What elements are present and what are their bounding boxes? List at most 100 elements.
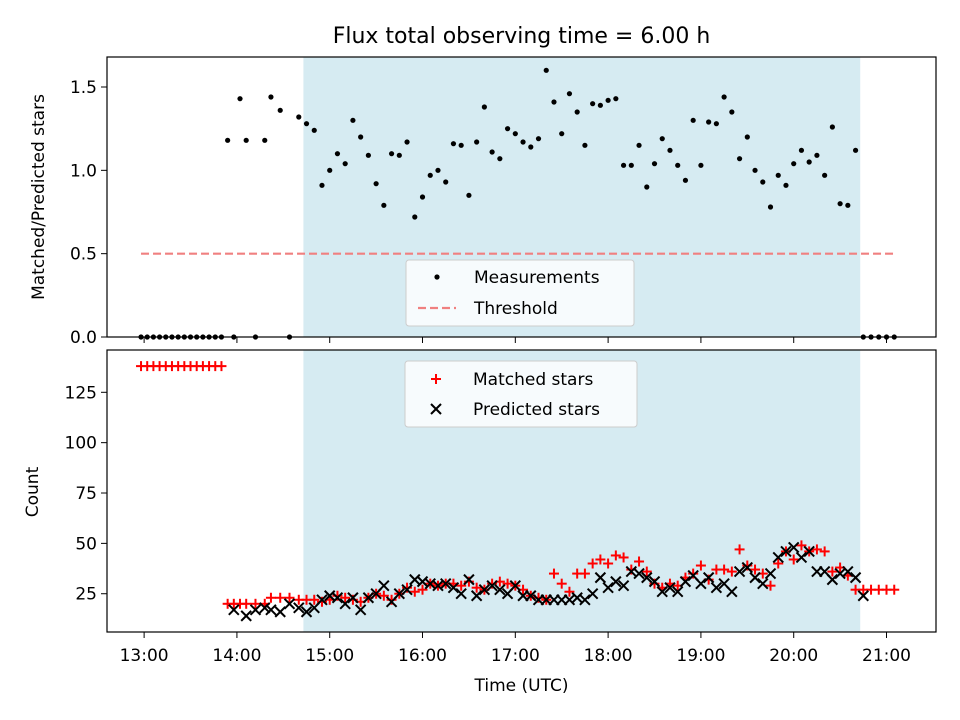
measurement-point [520, 139, 526, 145]
measurement-point [435, 167, 441, 173]
x-stroke-b [795, 551, 808, 564]
predicted-stars-point [757, 577, 769, 590]
measurements-layer [138, 67, 897, 340]
matched-stars-point [275, 592, 286, 603]
x-tick-label: 16:00 [398, 646, 447, 666]
measurement-point [783, 182, 789, 188]
x-stroke-b [579, 594, 591, 606]
x-stroke-b [664, 581, 676, 594]
legend-threshold-label: Threshold [473, 299, 558, 319]
measurement-point [443, 179, 449, 185]
legend-matched-marker [431, 374, 441, 384]
measurement-point [574, 109, 580, 115]
matched-stars-point [556, 578, 567, 589]
matched-stars-point [773, 558, 784, 569]
x-stroke-b [293, 602, 305, 614]
matched-stars-point [564, 586, 575, 597]
matched-stars-point [456, 580, 467, 591]
measurement-point [350, 117, 356, 123]
x-stroke-b [679, 575, 692, 588]
x-stroke-b [710, 581, 723, 594]
measurement-point [381, 202, 387, 208]
x-tick-label: 18:00 [584, 646, 633, 666]
matched-stars-point [610, 550, 621, 561]
matched-stars-point [548, 568, 559, 579]
x-stroke-b [610, 575, 622, 588]
legend-predicted-marker [430, 403, 442, 415]
legend-predicted-label: Predicted stars [473, 400, 600, 420]
predicted-stars-point [764, 567, 777, 580]
predicted-stars-point [378, 579, 390, 592]
matched-stars-point [765, 580, 776, 591]
predicted-stars-point [259, 602, 271, 614]
y-tick-label: 1.5 [70, 78, 97, 98]
x-stroke-b [702, 571, 715, 584]
x-stroke-b [849, 571, 862, 584]
measurement-point [277, 107, 283, 113]
x-stroke-b [788, 541, 800, 554]
measurement-point [243, 137, 249, 143]
matched-stars-point [340, 592, 351, 603]
x-stroke-b [726, 586, 738, 598]
predicted-stars-point [780, 545, 792, 558]
measurement-point [543, 67, 549, 73]
matched-stars-point [695, 560, 706, 571]
measurement-point [736, 156, 743, 162]
matched-stars-point [811, 544, 822, 555]
matched-stars-point [595, 554, 606, 565]
measurement-point [597, 102, 603, 108]
measurement-point [667, 147, 673, 153]
predicted-stars-point [741, 561, 754, 574]
predicted-stars-point [339, 598, 351, 610]
legend-measurements-label: Measurements [474, 268, 600, 288]
measurement-point [512, 131, 518, 137]
predicted-stars-point [240, 610, 252, 622]
matched-stars-point [641, 566, 652, 577]
measurement-point [760, 179, 766, 185]
predicted-stars-point [249, 604, 262, 616]
x-stroke-b [733, 565, 746, 578]
matched-stars-point [579, 568, 590, 579]
x-stroke-b [525, 590, 537, 602]
x-stroke-b [378, 579, 390, 592]
x-stroke-b [316, 594, 328, 606]
predicted-stars-point [463, 573, 475, 586]
x-stroke-b [455, 588, 467, 600]
x-stroke-b [563, 594, 576, 606]
measurement-point [319, 182, 325, 188]
measurement-point [466, 192, 472, 198]
measurement-point [620, 162, 627, 168]
x-stroke-b [300, 606, 313, 618]
predicted-stars-point [586, 588, 599, 600]
measurement-point [427, 172, 433, 178]
predicted-stars-point [702, 571, 715, 584]
predicted-stars-point [610, 575, 622, 588]
x-stroke-b [842, 565, 854, 578]
measurement-point [551, 99, 557, 105]
predicted-stars-point [772, 551, 784, 564]
predicted-stars-point [710, 581, 723, 594]
x-tick-label: 21:00 [862, 646, 911, 666]
measurement-point [713, 121, 719, 127]
measurement-point [636, 142, 642, 148]
measurement-point [388, 151, 395, 157]
x-stroke-b [780, 545, 792, 558]
x-stroke-b [772, 551, 784, 564]
x-stroke-b [641, 571, 653, 584]
predicted-stars-point [803, 545, 815, 558]
x-stroke-b [687, 569, 699, 582]
x-stroke-b [509, 579, 522, 592]
matched-stars-point [726, 566, 737, 577]
predicted-stars-point [648, 575, 661, 588]
predicted-stars-point [857, 590, 870, 602]
matched-stars-point [603, 558, 614, 569]
predicted-stars-point [293, 602, 305, 614]
predicted-stars-point [265, 604, 277, 616]
measurement-point [729, 109, 735, 115]
matched-stars-point [788, 554, 799, 565]
measurement-point [613, 96, 619, 102]
predicted-stars-point [401, 583, 413, 596]
predicted-stars-point [594, 571, 607, 584]
measurement-point [706, 119, 712, 125]
measurement-point [752, 167, 758, 173]
